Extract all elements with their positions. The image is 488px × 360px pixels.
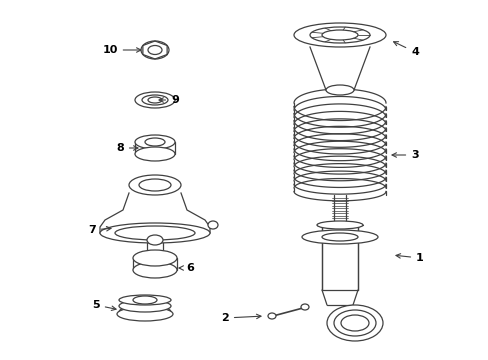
Ellipse shape bbox=[129, 175, 181, 195]
Ellipse shape bbox=[119, 295, 171, 305]
Ellipse shape bbox=[100, 223, 209, 243]
Ellipse shape bbox=[133, 250, 177, 266]
Ellipse shape bbox=[139, 179, 171, 191]
Ellipse shape bbox=[133, 296, 157, 304]
Ellipse shape bbox=[325, 85, 353, 95]
Text: 6: 6 bbox=[179, 263, 194, 273]
Ellipse shape bbox=[326, 305, 382, 341]
Ellipse shape bbox=[117, 307, 173, 321]
Ellipse shape bbox=[316, 221, 362, 229]
Text: 4: 4 bbox=[393, 42, 418, 57]
Ellipse shape bbox=[148, 97, 162, 103]
Ellipse shape bbox=[142, 95, 168, 105]
Ellipse shape bbox=[207, 221, 218, 229]
Ellipse shape bbox=[333, 310, 375, 336]
Text: 1: 1 bbox=[395, 253, 423, 263]
Text: 9: 9 bbox=[159, 95, 179, 105]
Ellipse shape bbox=[115, 226, 195, 240]
Text: 7: 7 bbox=[88, 225, 111, 235]
Ellipse shape bbox=[135, 92, 175, 108]
Ellipse shape bbox=[340, 315, 368, 331]
Ellipse shape bbox=[133, 262, 177, 278]
Text: 3: 3 bbox=[391, 150, 418, 160]
Ellipse shape bbox=[141, 41, 169, 59]
Ellipse shape bbox=[301, 304, 308, 310]
Ellipse shape bbox=[119, 300, 171, 312]
Text: 8: 8 bbox=[116, 143, 138, 153]
Text: 2: 2 bbox=[221, 313, 261, 323]
Ellipse shape bbox=[293, 23, 385, 47]
Text: 10: 10 bbox=[102, 45, 141, 55]
Ellipse shape bbox=[267, 313, 275, 319]
Text: 5: 5 bbox=[92, 300, 116, 310]
Ellipse shape bbox=[135, 147, 175, 161]
Ellipse shape bbox=[135, 135, 175, 149]
Ellipse shape bbox=[147, 235, 163, 245]
Ellipse shape bbox=[148, 45, 162, 54]
Ellipse shape bbox=[321, 233, 357, 241]
Ellipse shape bbox=[302, 230, 377, 244]
Ellipse shape bbox=[145, 138, 164, 146]
Ellipse shape bbox=[119, 305, 171, 319]
